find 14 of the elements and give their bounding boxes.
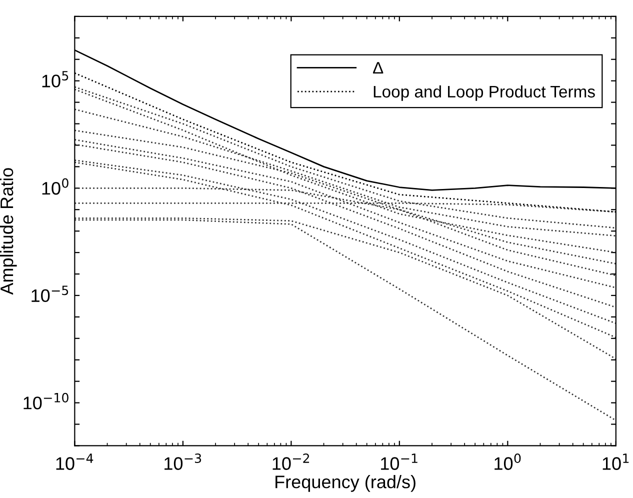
legend-label: Δ bbox=[373, 62, 384, 74]
legend-label: Loop and Loop Product Terms bbox=[374, 85, 595, 101]
x-tick-label: 10$^{−4}$ bbox=[56, 454, 94, 470]
y-tick-label: 10$^{0}$ bbox=[42, 178, 68, 195]
x-axis-title: Frequency (rad/s) bbox=[276, 475, 416, 492]
y-axis-title: Amplitude Ratio bbox=[0, 168, 17, 295]
x-tick-label: 10$^{0}$ bbox=[494, 453, 521, 470]
y-tick-label: 10$^{5}$ bbox=[42, 71, 68, 88]
y-tick-label: 10$^{−10}$ bbox=[24, 392, 68, 410]
x-tick-label: 10$^{1}$ bbox=[602, 454, 629, 470]
x-tick-label: 10$^{−2}$ bbox=[272, 453, 310, 470]
x-tick-label: 10$^{−1}$ bbox=[381, 454, 418, 470]
y-tick-label: 10$^{−5}$ bbox=[32, 286, 68, 302]
x-tick-label: 10$^{−3}$ bbox=[164, 453, 202, 470]
